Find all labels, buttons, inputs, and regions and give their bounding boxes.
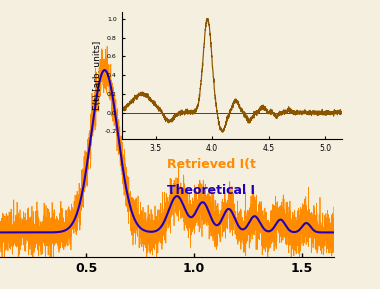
Text: Retrieved I(t: Retrieved I(t	[167, 158, 256, 171]
Y-axis label: E(t) [arb. units]: E(t) [arb. units]	[93, 40, 102, 110]
Text: Theoretical I: Theoretical I	[167, 184, 255, 197]
